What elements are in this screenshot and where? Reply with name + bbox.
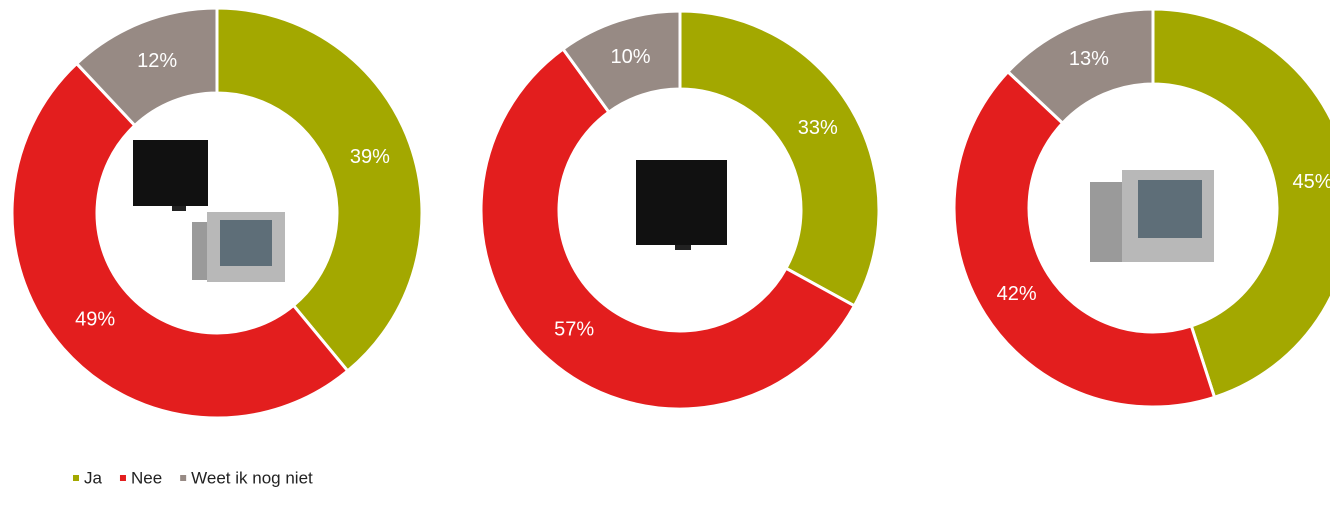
tv-flat — [636, 160, 727, 245]
tv-flat — [133, 140, 208, 206]
donut-segment — [10, 61, 350, 420]
tv-stand — [172, 206, 186, 211]
data-label: 12% — [137, 50, 177, 72]
data-label: 39% — [350, 146, 390, 168]
data-label: 49% — [75, 309, 115, 331]
donut-segment — [215, 6, 424, 374]
tv-stand — [675, 245, 691, 250]
legend-swatch — [119, 475, 126, 481]
legend-label: Weet ik nog niet — [191, 468, 313, 487]
donut-segment — [1151, 7, 1330, 400]
data-label: 57% — [554, 318, 594, 340]
donut-segment — [74, 6, 219, 128]
tv-icons — [133, 140, 1214, 282]
donut-segment — [1005, 7, 1155, 126]
donut-segment — [678, 9, 881, 308]
legend-label: Ja — [84, 468, 103, 487]
donut-segment — [952, 69, 1217, 409]
data-label: 33% — [798, 117, 838, 139]
data-label: 10% — [611, 46, 651, 68]
legend-swatch — [73, 475, 79, 481]
data-label: 13% — [1069, 48, 1109, 70]
legend-label: Nee — [131, 468, 162, 487]
legend-swatch — [180, 475, 187, 481]
tv-crt-screen — [1138, 180, 1202, 238]
donut-segment — [560, 9, 682, 115]
donut-segment — [479, 46, 857, 411]
data-label: 42% — [997, 283, 1037, 305]
tv-crt-screen — [220, 220, 272, 266]
data-label: 45% — [1292, 171, 1330, 193]
